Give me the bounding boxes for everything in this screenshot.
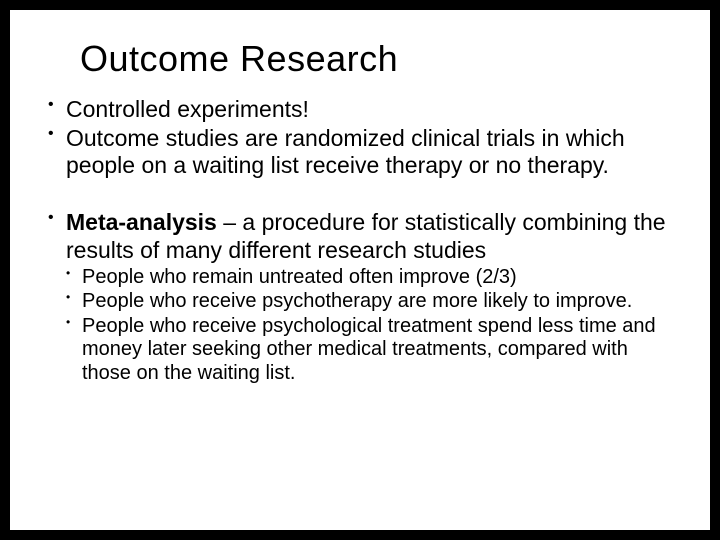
bullet-list-sub: People who remain untreated often improv…: [66, 266, 672, 386]
sub-bullet-item: People who receive psychotherapy are mor…: [66, 290, 672, 314]
sub-bullet-item: People who remain untreated often improv…: [66, 266, 672, 290]
bullet-item: Outcome studies are randomized clinical …: [48, 125, 672, 179]
spacer: [48, 181, 672, 209]
slide-title: Outcome Research: [80, 38, 672, 80]
sub-bullet-item: People who receive psychological treatme…: [66, 315, 672, 386]
bold-term: Meta-analysis: [66, 209, 217, 235]
bullet-list-main-2: Meta-analysis – a procedure for statisti…: [48, 209, 672, 385]
slide: Outcome Research Controlled experiments!…: [10, 10, 710, 530]
bullet-list-main: Controlled experiments! Outcome studies …: [48, 96, 672, 179]
bullet-item: Controlled experiments!: [48, 96, 672, 123]
bullet-item: Meta-analysis – a procedure for statisti…: [48, 209, 672, 385]
